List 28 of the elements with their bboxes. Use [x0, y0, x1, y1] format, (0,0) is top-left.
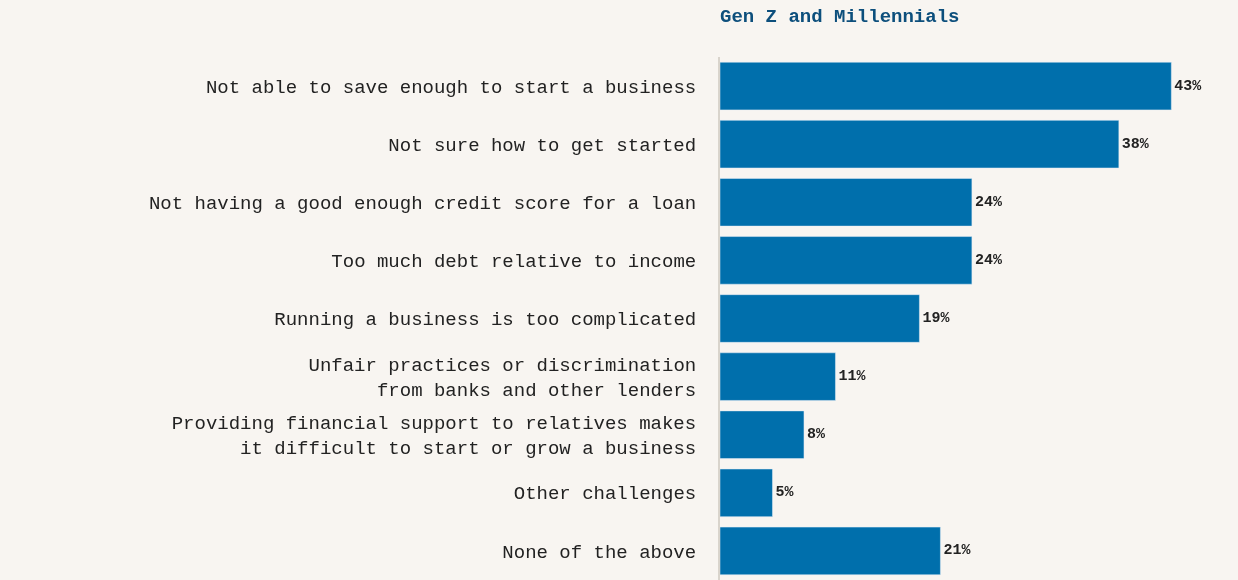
bar [720, 526, 941, 576]
bar [720, 61, 1172, 111]
y-tick-label: Too much debt relative to income [331, 251, 697, 274]
y-tick-label: Unfair practices or discrimination from banks and other lenders [308, 354, 697, 402]
y-tick-label: Not sure how to get started [388, 134, 697, 157]
bar [720, 468, 773, 517]
y-tick-label: Not able to save enough to start a business [205, 76, 697, 99]
bar [720, 236, 973, 285]
y-tick-label: Running a business is too complicated [274, 309, 697, 332]
y-tick-label: Providing financial support to relatives makes it difficult to start or grow a business [171, 413, 697, 460]
data-label: 19% [922, 310, 951, 327]
data-label: 38% [1121, 135, 1150, 153]
chart-title: Gen Z and Millennials [720, 6, 960, 28]
data-label: 24% [974, 251, 1003, 269]
data-label: 43% [1174, 77, 1203, 95]
y-tick-label: None of the above [502, 541, 697, 564]
data-label: 11% [838, 368, 867, 386]
y-tick-label: Not having a good enough credit score for a loan [148, 192, 697, 215]
bar [720, 120, 1120, 169]
bar [720, 410, 805, 459]
data-label: 24% [974, 193, 1003, 211]
data-label: 8% [806, 426, 826, 444]
y-tick-label: Other challenges [513, 483, 697, 506]
bar [720, 294, 920, 343]
bar [720, 352, 836, 401]
data-label: 5% [775, 484, 795, 502]
data-label: 21% [943, 542, 972, 560]
bar [720, 178, 973, 227]
